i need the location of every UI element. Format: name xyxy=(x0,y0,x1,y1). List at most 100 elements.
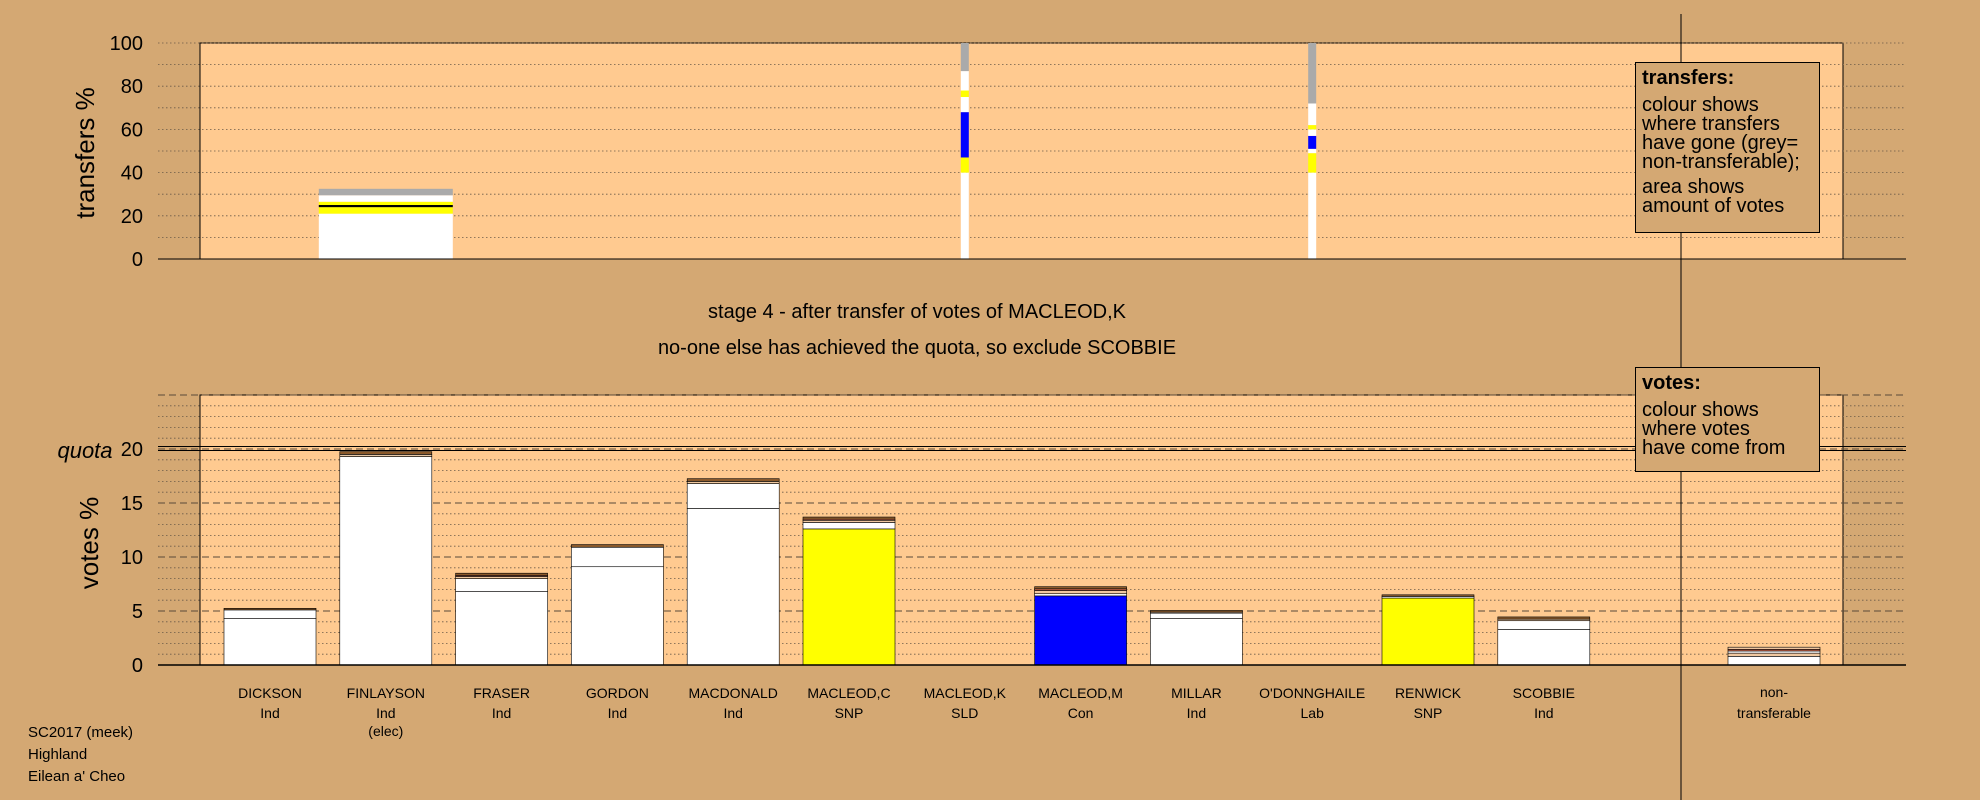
transfer-segment xyxy=(960,90,969,97)
vote-segment xyxy=(1381,597,1475,666)
vote-segment xyxy=(1150,618,1243,666)
votes-legend-line: have come from xyxy=(1642,437,1786,459)
vote-segment xyxy=(1497,616,1591,620)
quota-label: quota xyxy=(57,438,112,463)
vote-segment xyxy=(802,522,896,530)
transfers-legend-line: where transfers xyxy=(1642,113,1780,135)
candidate-party: Ind xyxy=(260,705,279,721)
candidate-name: MACLEOD,K xyxy=(924,685,1007,701)
votes-plot-area xyxy=(199,394,1844,666)
vote-segment xyxy=(686,481,780,484)
transfer-segment xyxy=(318,205,453,208)
transfers-legend-line: amount of votes xyxy=(1642,195,1785,217)
votes-legend-line: where votes xyxy=(1642,418,1750,440)
transfers-tick-label: 100 xyxy=(110,33,143,55)
transfers-legend: transfers: colour shows where transfers … xyxy=(1635,62,1820,233)
vote-segment xyxy=(802,519,896,523)
transfer-segment xyxy=(318,213,453,259)
transfers-legend-line: area shows xyxy=(1642,176,1745,198)
transfer-segment xyxy=(1308,125,1317,130)
vote-segment xyxy=(1034,590,1127,595)
vote-segment xyxy=(1497,620,1591,630)
candidate-party: SNP xyxy=(835,705,864,721)
nontransferable-label: non- xyxy=(1760,684,1788,700)
transfers-tick-label: 40 xyxy=(121,163,143,185)
transfers-legend-line: have gone (grey= xyxy=(1642,132,1799,154)
candidate-name: SCOBBIE xyxy=(1513,685,1575,701)
status-text: no-one else has achieved the quota, so e… xyxy=(658,337,1176,359)
vote-segment xyxy=(802,516,896,520)
candidate-name: DICKSON xyxy=(238,685,302,701)
transfers-tick-label: 80 xyxy=(121,76,143,98)
nontransferable-label: transferable xyxy=(1737,705,1811,721)
vote-segment xyxy=(686,478,780,482)
transfers-plot-area xyxy=(199,42,1844,260)
vote-segment xyxy=(339,454,433,457)
footer-ward: Eilean a' Cheo xyxy=(28,768,126,785)
candidate-party: Ind xyxy=(608,705,627,721)
transfer-segment xyxy=(1308,172,1317,259)
vote-segment xyxy=(686,508,780,666)
transfer-segment xyxy=(1308,103,1317,126)
nontransferable-segment xyxy=(1727,646,1821,650)
vote-segment xyxy=(1381,594,1475,597)
candidate-name: O'DONNGHAILE xyxy=(1259,685,1365,701)
transfers-tick-label: 20 xyxy=(121,206,143,228)
vote-segment xyxy=(339,456,433,666)
transfer-segment xyxy=(1308,135,1317,149)
transfer-segment xyxy=(1308,148,1317,154)
vote-segment xyxy=(1034,586,1127,590)
votes-tick-label: 10 xyxy=(121,547,143,569)
vote-segment xyxy=(571,544,664,548)
votes-tick-label: 5 xyxy=(132,601,143,623)
stage-text: stage 4 - after transfer of votes of MAC… xyxy=(708,301,1127,323)
vote-segment xyxy=(223,609,317,619)
vote-segment xyxy=(223,607,317,611)
candidate-party: SNP xyxy=(1414,705,1443,721)
transfer-segment xyxy=(960,157,969,173)
votes-legend-title: votes: xyxy=(1642,372,1701,394)
candidate-name: MACDONALD xyxy=(688,685,777,701)
transfer-segment xyxy=(960,172,969,259)
transfers-legend-line: non-transferable); xyxy=(1642,151,1800,173)
candidate-name: FRASER xyxy=(473,685,530,701)
candidate-party: Con xyxy=(1068,705,1094,721)
candidate-name: MACLEOD,C xyxy=(807,685,890,701)
transfer-segment xyxy=(960,71,969,91)
transfer-segment xyxy=(318,207,453,214)
candidate-party: Ind xyxy=(492,705,511,721)
candidate-name: MACLEOD,M xyxy=(1038,685,1123,701)
transfer-segment xyxy=(960,97,969,113)
candidate-party: Ind xyxy=(376,705,395,721)
transfers-legend-title: transfers: xyxy=(1642,67,1735,89)
candidate-name: GORDON xyxy=(586,685,649,701)
vote-segment xyxy=(571,566,664,666)
footer: SC2017 (meek) Highland Eilean a' Cheo xyxy=(28,722,133,788)
votes-legend: votes: colour shows where votes have com… xyxy=(1635,367,1820,472)
transfer-segment xyxy=(318,188,453,196)
transfer-segment xyxy=(1308,153,1317,173)
candidate-name: MILLAR xyxy=(1171,685,1222,701)
transfer-segment xyxy=(960,112,969,158)
vote-segment xyxy=(455,576,548,579)
transfer-segment xyxy=(318,201,453,205)
vote-segment xyxy=(1034,595,1127,666)
transfers-axis-title: transfers % xyxy=(70,87,100,219)
votes-legend-line: colour shows xyxy=(1642,399,1759,421)
nontransferable-segment xyxy=(1727,652,1821,657)
candidate-name: RENWICK xyxy=(1395,685,1462,701)
votes-axis-title: votes % xyxy=(74,497,104,590)
nontransferable-segment xyxy=(1727,650,1821,654)
votes-tick-label: 20 xyxy=(121,439,143,461)
vote-segment xyxy=(455,591,548,666)
candidate-party: Ind xyxy=(1534,705,1553,721)
vote-segment xyxy=(455,572,548,576)
transfers-tick-label: 0 xyxy=(132,249,143,271)
footer-election: SC2017 (meek) xyxy=(28,724,134,741)
footer-council: Highland xyxy=(28,746,88,763)
transfers-legend-line: colour shows xyxy=(1642,94,1759,116)
transfer-segment xyxy=(960,43,969,72)
vote-segment xyxy=(1034,593,1127,597)
vote-segment xyxy=(455,578,548,592)
